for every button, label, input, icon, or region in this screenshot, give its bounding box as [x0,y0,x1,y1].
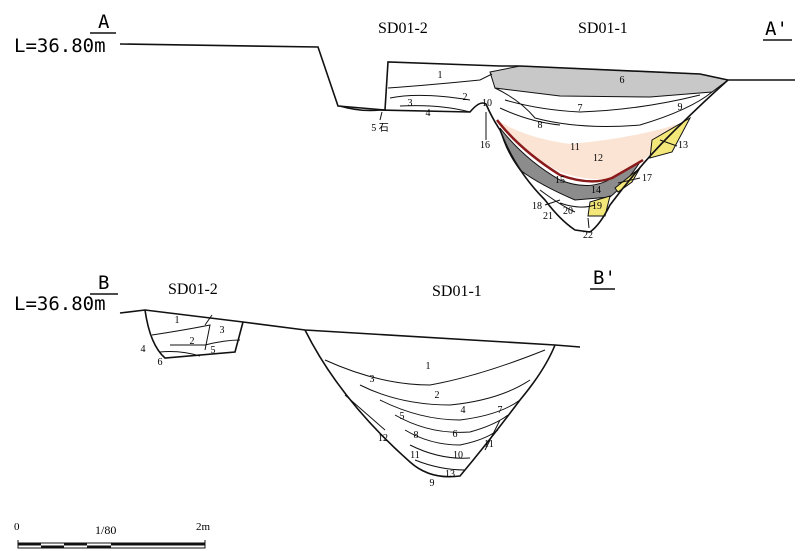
layer-number: 13 [445,469,455,480]
feature-name: SD01-2 [378,20,428,37]
layer-number: 3 [408,98,413,109]
feature-name: SD01-1 [432,283,482,300]
layer-number: 6 [158,357,163,368]
layer-number: 5 石 [371,123,389,134]
layer-number: 22 [583,230,593,241]
scale-segment [41,545,64,548]
layer-number: 3 [220,325,225,336]
scale-segment [111,543,205,546]
layer-number: 12 [378,433,388,444]
layer-number: 3 [370,374,375,385]
layer-number: 14 [591,185,601,196]
elevation: L=36.80m [14,35,106,57]
layer-line [151,314,241,357]
section-label: B' [593,267,616,289]
layer-number: 17 [642,173,652,184]
scale-segment [87,545,111,548]
pit-outline [304,329,556,478]
red-boundary [496,119,644,183]
layer-number: 5 [400,411,405,422]
layer-fill [497,120,690,180]
layer-number: 1 [426,361,431,372]
pit-outline [144,309,244,359]
feature-name: SD01-2 [168,281,218,298]
layer-number: 15 [555,175,565,186]
layer-number: 19 [592,201,602,212]
layer-number: 1 [438,70,443,81]
scale-label: 0 [14,521,20,533]
layer-number: 8 [414,430,419,441]
section-b-drawing: B B' L=36.80m SD01-2 SD01-1 [14,267,616,478]
layer-number: 4 [426,108,431,119]
layer-number: 11 [410,450,420,461]
feature-name: SD01-1 [578,20,628,37]
section-label: B [98,272,109,294]
layer-number: 9 [678,102,683,113]
layer-number: 16 [480,140,490,151]
layer-number: 12 [593,153,603,164]
layer-number: 18 [532,201,542,212]
layer-number: 9 [430,478,435,489]
layer-number: 2 [190,336,195,347]
section-a-drawing: A A' L=36.80m SD01-2 SD01-1 [14,11,795,233]
layer-number: 6 [620,75,625,86]
layer-number: 2 [463,92,468,103]
layer-number: 4 [141,344,146,355]
layer-number: 2 [435,390,440,401]
layer-number: 4 [461,405,466,416]
layer-number: 21 [543,211,553,222]
layer-fill [649,116,692,159]
layer-number: 11 [484,439,494,450]
layer-number: 7 [578,103,583,114]
scale-segment [18,543,41,546]
ground-line [119,309,581,348]
layer-number: 10 [453,450,463,461]
section-label: A [98,11,110,33]
layer-number: 20 [563,206,573,217]
section-label: A' [765,18,788,40]
leader-line [379,111,678,229]
pit-outline [339,79,729,233]
scale-label: 1/80 [95,523,116,537]
scale-bar: 0 1/80 2m [14,521,211,549]
layer-number: 10 [482,98,492,109]
layer-number: 11 [570,142,580,153]
layer-number: 6 [453,429,458,440]
layer-number: 1 [175,315,180,326]
layer-number: 8 [538,120,543,131]
layer-line [387,73,713,213]
layer-number: 5 [211,345,216,356]
layer-number: 7 [498,405,503,416]
layer-number: 13 [678,140,688,151]
scale-segment [64,543,87,546]
elevation: L=36.80m [14,293,106,315]
layer-line [324,349,546,471]
layer-fill [587,195,611,217]
scale-label: 2m [196,521,211,533]
ground-line [119,43,795,111]
